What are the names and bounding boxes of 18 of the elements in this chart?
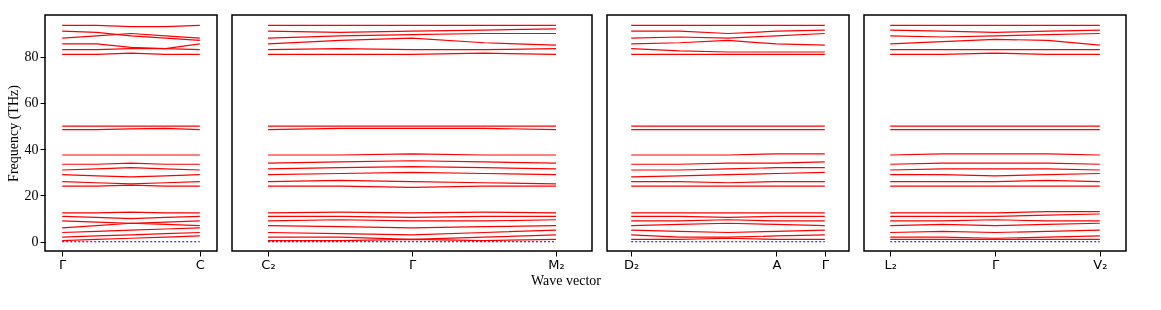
x-tick-label: L₂ bbox=[884, 256, 897, 272]
y-axis-title: Frequency (THz) bbox=[5, 84, 22, 182]
x-tick-label: C₂ bbox=[261, 256, 276, 272]
x-tick-label: Γ bbox=[59, 256, 68, 272]
y-tick-label: 40 bbox=[24, 141, 39, 157]
x-tick-label: A bbox=[772, 256, 782, 272]
x-tick-label: Γ bbox=[408, 256, 417, 272]
y-tick-label: 20 bbox=[24, 187, 39, 203]
x-tick-label: C bbox=[195, 256, 205, 272]
x-tick-label: D₂ bbox=[624, 256, 640, 272]
x-tick-label: M₂ bbox=[548, 256, 565, 272]
y-tick-label: 80 bbox=[24, 49, 39, 65]
x-tick-label: Γ bbox=[991, 256, 1000, 272]
x-axis-title: Wave vector bbox=[531, 272, 602, 288]
y-tick-label: 60 bbox=[24, 95, 39, 111]
x-tick-label: V₂ bbox=[1093, 256, 1108, 272]
x-tick-label: Γ bbox=[821, 256, 830, 272]
y-tick-label: 0 bbox=[31, 234, 39, 250]
